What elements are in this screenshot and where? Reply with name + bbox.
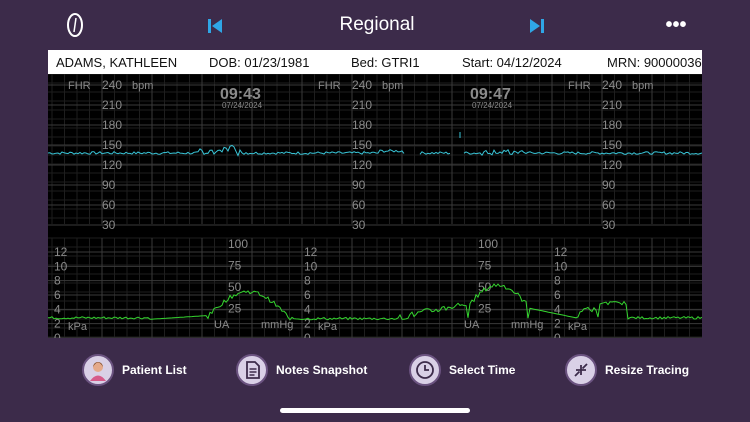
- kpa-tick-label: 8: [54, 274, 61, 288]
- kpa-tick-label: 12: [554, 245, 568, 259]
- mmhg-tick-label: 100: [478, 237, 498, 251]
- fhr-tick-label: 240: [602, 78, 622, 92]
- date-stamp: 07/24/2024: [222, 101, 263, 110]
- mmhg-tick-label: 75: [478, 259, 492, 273]
- skip-back-icon[interactable]: [206, 17, 224, 35]
- kpa-tick-label: 0: [554, 331, 561, 338]
- patient-start: Start: 04/12/2024: [462, 55, 562, 70]
- patient-name: ADAMS, KATHLEEN: [56, 55, 178, 70]
- fhr-label: FHR: [68, 80, 91, 92]
- fhr-tick-label: 30: [102, 218, 116, 232]
- fhr-tick-label: 240: [102, 78, 122, 92]
- fhr-tick-label: 60: [602, 198, 616, 212]
- kpa-tick-label: 4: [54, 302, 61, 316]
- ua-label: UA: [214, 319, 230, 331]
- mmhg-unit-label: mmHg: [261, 319, 293, 331]
- patient-list-label: Patient List: [122, 363, 187, 377]
- fhr-tick-label: 60: [102, 198, 116, 212]
- patient-avatar-icon: [82, 354, 114, 386]
- mmhg-tick-label: 25: [228, 302, 242, 316]
- fhr-tick-label: 90: [352, 178, 366, 192]
- notes-snapshot-label: Notes Snapshot: [276, 363, 368, 377]
- kpa-tick-label: 12: [304, 245, 318, 259]
- fhr-tick-label: 210: [602, 98, 622, 112]
- kpa-tick-label: 6: [554, 288, 561, 302]
- fhr-tick-label: 90: [602, 178, 616, 192]
- fhr-trace: [463, 148, 702, 157]
- more-menu-button[interactable]: •••: [665, 14, 687, 36]
- fhr-tick-label: 120: [352, 158, 372, 172]
- page-title: Regional: [339, 14, 415, 35]
- patient-dob: DOB: 01/23/1981: [209, 55, 310, 70]
- fhr-tick-label: 90: [102, 178, 116, 192]
- document-icon: [236, 354, 268, 386]
- fhr-tick-label: 150: [102, 138, 122, 152]
- kpa-tick-label: 8: [304, 274, 311, 288]
- kpa-tick-label: 10: [54, 259, 68, 273]
- tracing-strip[interactable]: 240 240 240 210 210 210 180 180 180 150 150 150 120 1…: [48, 74, 702, 338]
- kpa-tick-label: 4: [554, 302, 561, 316]
- kpa-tick-label: 4: [304, 302, 311, 316]
- ua-trace: [48, 283, 702, 321]
- fhr-tick-label: 210: [102, 98, 122, 112]
- mmhg-tick-label: 100: [228, 237, 248, 251]
- kpa-tick-label: 6: [54, 288, 61, 302]
- mmhg-unit-label: mmHg: [511, 319, 543, 331]
- fhr-trace: [48, 144, 405, 157]
- skip-forward-icon[interactable]: [528, 17, 546, 35]
- select-time-label: Select Time: [449, 363, 516, 377]
- time-stamp: 09:43: [220, 86, 261, 103]
- mmhg-tick-label: 75: [228, 259, 242, 273]
- time-stamp: 09:47: [470, 86, 511, 103]
- fhr-unit-label: bpm: [382, 80, 403, 92]
- fhr-tick-label: 180: [602, 118, 622, 132]
- mmhg-tick-label: 50: [228, 280, 242, 294]
- kpa-unit-label: kPa: [568, 321, 588, 333]
- fhr-tick-label: 30: [352, 218, 366, 232]
- patient-bed: Bed: GTRI1: [351, 55, 420, 70]
- resize-tracing-label: Resize Tracing: [605, 363, 690, 377]
- kpa-tick-label: 6: [304, 288, 311, 302]
- kpa-unit-label: kPa: [318, 321, 338, 333]
- fhr-unit-label: bpm: [632, 80, 653, 92]
- fhr-tick-label: 150: [602, 138, 622, 152]
- kpa-tick-label: 2: [304, 317, 311, 331]
- fhr-tick-label: 120: [102, 158, 122, 172]
- fhr-unit-label: bpm: [132, 80, 153, 92]
- home-indicator: [280, 408, 470, 413]
- date-stamp: 07/24/2024: [472, 101, 513, 110]
- fhr-label: FHR: [318, 80, 341, 92]
- kpa-tick-label: 2: [554, 317, 561, 331]
- fhr-tick-label: 150: [352, 138, 372, 152]
- kpa-tick-label: 10: [554, 259, 568, 273]
- fhr-tick-label: 240: [352, 78, 372, 92]
- fhr-tick-label: 60: [352, 198, 366, 212]
- bottom-toolbar: Patient List Notes Snapshot Select Time …: [0, 346, 750, 396]
- ua-label: UA: [464, 319, 480, 331]
- app-logo-icon: [67, 13, 83, 37]
- kpa-tick-label: 0: [54, 331, 61, 338]
- fhr-trace: [419, 151, 451, 155]
- patient-info-bar: ADAMS, KATHLEEN DOB: 01/23/1981 Bed: GTR…: [48, 50, 702, 74]
- fhr-tick-label: 180: [102, 118, 122, 132]
- kpa-tick-label: 2: [54, 317, 61, 331]
- mmhg-tick-label: 25: [478, 302, 492, 316]
- kpa-tick-label: 10: [304, 259, 318, 273]
- patient-mrn: MRN: 90000036: [607, 55, 702, 70]
- kpa-tick-label: 0: [304, 331, 311, 338]
- fhr-tick-label: 120: [602, 158, 622, 172]
- resize-icon: [565, 354, 597, 386]
- fhr-label: FHR: [568, 80, 591, 92]
- top-bar: Regional •••: [0, 0, 750, 50]
- clock-icon: [409, 354, 441, 386]
- kpa-tick-label: 12: [54, 245, 68, 259]
- mmhg-tick-label: 50: [478, 280, 492, 294]
- fhr-tick-label: 180: [352, 118, 372, 132]
- fhr-tick-label: 210: [352, 98, 372, 112]
- kpa-tick-label: 8: [554, 274, 561, 288]
- fhr-tick-label: 30: [602, 218, 616, 232]
- kpa-unit-label: kPa: [68, 321, 88, 333]
